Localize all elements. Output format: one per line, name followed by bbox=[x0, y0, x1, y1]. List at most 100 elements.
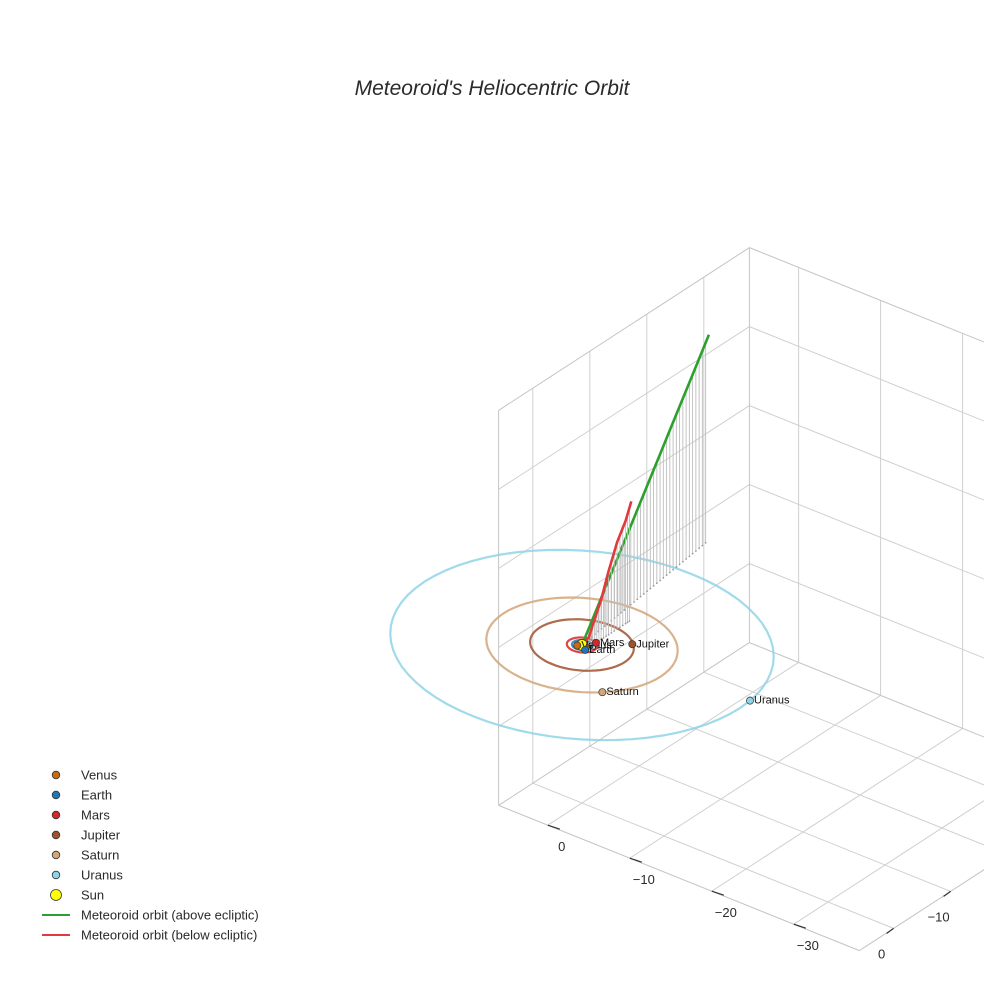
y-tick-label: −10 bbox=[633, 872, 655, 887]
meteoroid-below-drop-point bbox=[607, 633, 610, 636]
legend: Venus Earth Mars Jupiter Saturn Uranus Sun Mete… bbox=[42, 768, 259, 943]
box-edge bbox=[749, 642, 984, 738]
x-axis-ticks: −30−20−100 bbox=[878, 890, 951, 961]
floor-gridline-y bbox=[793, 800, 984, 925]
x-tick-label: 0 bbox=[878, 946, 885, 961]
meteoroid-above-drop-point bbox=[620, 611, 622, 614]
floor-gridline-y bbox=[629, 694, 881, 859]
y-tick-mark bbox=[711, 890, 724, 896]
legend-label: Mars bbox=[81, 808, 110, 823]
box-edge bbox=[498, 642, 750, 806]
orbit-saturn bbox=[485, 596, 679, 694]
venus-marker bbox=[573, 641, 582, 650]
meteoroid-above-drop-point bbox=[655, 582, 658, 585]
legend-label: Jupiter bbox=[81, 828, 121, 843]
meteoroid-below-drop-point bbox=[588, 643, 590, 646]
meteoroid-above-drop-point bbox=[704, 542, 707, 544]
meteoroid-above-drop-point bbox=[642, 593, 645, 595]
meteoroid-above-drop-point bbox=[668, 571, 671, 574]
meteoroid-above-drop-point bbox=[646, 590, 648, 593]
meteoroid-above-drop-point bbox=[629, 603, 632, 606]
chart-grid bbox=[498, 247, 984, 952]
earth-marker bbox=[581, 645, 590, 654]
backwall-y-gridline-z bbox=[498, 405, 750, 569]
meteoroid-above-drop-point bbox=[652, 584, 655, 587]
meteoroid-below-drop-point bbox=[605, 635, 607, 638]
meteoroid-above-drop-point bbox=[678, 563, 681, 566]
backwall-x-gridline-z bbox=[749, 326, 984, 422]
legend-label: Sun bbox=[81, 888, 104, 903]
y-tick-label: 0 bbox=[558, 839, 565, 854]
uranus-label: Uranus bbox=[754, 695, 790, 707]
meteoroid-above-drop-point bbox=[590, 636, 593, 638]
legend-label: Uranus bbox=[81, 868, 123, 883]
legend-marker-swatch bbox=[51, 830, 61, 840]
backwall-x-gridline-z bbox=[749, 563, 984, 659]
y-tick-mark bbox=[793, 923, 806, 929]
meteoroid-below-drop-point bbox=[621, 624, 624, 627]
legend-label: Venus bbox=[81, 768, 118, 783]
meteoroid-below-drop-point bbox=[624, 622, 627, 625]
saturn-label: Saturn bbox=[606, 686, 638, 698]
backwall-y-gridline-z bbox=[498, 563, 750, 727]
meteoroid-above-drop-point bbox=[659, 579, 661, 582]
earth-label: Earth bbox=[589, 644, 615, 656]
meteoroid-above-drop-point bbox=[688, 555, 691, 558]
meteoroid-above-drop-point bbox=[603, 625, 606, 628]
y-tick-mark bbox=[547, 824, 560, 830]
backwall-y-gridline-z bbox=[498, 326, 750, 490]
legend-marker-swatch bbox=[51, 850, 61, 860]
uranus-marker bbox=[746, 696, 754, 705]
legend-label: Meteoroid orbit (above ecliptic) bbox=[81, 908, 259, 923]
y-axis-ticks: −30 −20 −10 0 bbox=[547, 824, 819, 953]
meteoroid-above-drop-point bbox=[633, 601, 635, 603]
meteoroid-above-drop-point bbox=[681, 560, 684, 563]
meteoroid-above-drop-point bbox=[623, 609, 626, 611]
legend-marker-swatch bbox=[51, 870, 61, 880]
y-tick-label: −20 bbox=[715, 905, 737, 920]
meteoroid-orbit bbox=[580, 334, 711, 646]
y-tick-mark bbox=[629, 857, 642, 863]
meteoroid-above-drop-point bbox=[691, 552, 694, 555]
meteoroid-above-drop-point bbox=[665, 574, 668, 577]
meteoroid-below-drop-point bbox=[600, 638, 602, 641]
floor-gridline-x bbox=[703, 671, 984, 786]
meteoroid-below-drop-point bbox=[619, 626, 621, 629]
meteoroid-below-drop-point bbox=[616, 628, 618, 631]
saturn-marker bbox=[598, 688, 607, 697]
y-tick-label: −30 bbox=[797, 938, 819, 953]
legend-label: Earth bbox=[81, 788, 112, 803]
meteoroid-above-drop-point bbox=[672, 568, 674, 571]
meteoroid-below-drop-point bbox=[626, 621, 629, 624]
meteoroid-above-drop-point bbox=[649, 587, 652, 590]
box-edge bbox=[498, 247, 750, 411]
meteoroid-above-drop-point bbox=[685, 558, 688, 560]
meteoroid-below-drop-point bbox=[610, 631, 613, 634]
box-edge bbox=[749, 247, 984, 343]
floor-gridline-y bbox=[711, 727, 963, 892]
meteoroid-above-drop-point bbox=[701, 544, 704, 547]
legend-label: Meteoroid orbit (below ecliptic) bbox=[81, 928, 257, 943]
x-tick-label: −10 bbox=[928, 909, 950, 924]
orbit-uranus bbox=[389, 548, 775, 742]
mars-label: Mars bbox=[600, 637, 625, 649]
chart-title: Meteoroid's Heliocentric Orbit bbox=[355, 77, 631, 100]
floor-gridline-y bbox=[547, 661, 799, 826]
backwall-x-gridline-z bbox=[749, 405, 984, 501]
meteoroid-above-drop-point bbox=[698, 547, 701, 550]
legend-marker-swatch bbox=[51, 770, 61, 780]
meteoroid-below-track bbox=[581, 501, 633, 646]
x-tick-mark bbox=[886, 927, 894, 934]
meteoroid-above-drop-point bbox=[694, 550, 697, 552]
legend-marker-swatch bbox=[51, 810, 61, 820]
x-tick-mark bbox=[943, 890, 951, 897]
floor-gridline-x bbox=[589, 745, 951, 892]
legend-marker-swatch bbox=[50, 889, 62, 901]
jupiter-label: Jupiter bbox=[636, 638, 669, 650]
meteoroid-below-drop-point bbox=[613, 630, 616, 632]
floor-gridline-x bbox=[532, 782, 894, 929]
meteoroid-above-drop-point bbox=[636, 598, 639, 601]
mars-marker bbox=[592, 638, 600, 647]
